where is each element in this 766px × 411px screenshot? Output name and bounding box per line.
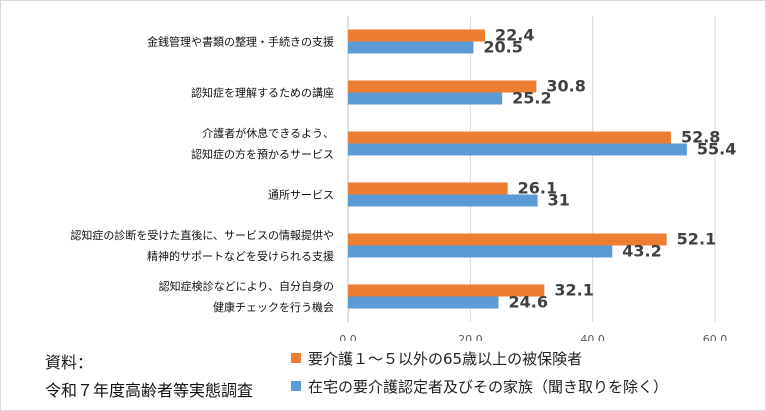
category-label-1-0: 認知症を理解するための講座 [191,86,334,100]
data-label-series-2-category-2: 25.2 [512,89,551,108]
data-label-series-1-category-4: 26.1 [518,179,557,198]
source-note: 資料： 令和７年度高齢者等実態調査 [45,349,305,405]
bar-series-1-category-6 [348,284,545,297]
category-label-3-0: 通所サービス [268,189,334,202]
data-label-series-2-category-6: 24.6 [508,293,547,312]
category-label-0-0: 金銭管理や書類の整理・手続きの支援 [147,35,334,49]
legend-label-series-2: 在宅の要介護認定者及びその家族（聞き取りを除く） [308,377,669,396]
x-tick-label-2: 40.0 [580,333,605,341]
source-label: 資料： [45,353,94,372]
data-label-series-1-category-5: 52.1 [677,230,716,249]
category-label-5-0: 認知症検診などにより、自分自身の [159,279,334,293]
bar-chart: 0.0 20.0 40.0 60.0 金銭管理や書類の整理・手続きの支援認知症を理解する… [70,16,736,341]
data-label-series-1-category-6: 32.1 [554,281,593,300]
chart-legend: 要介護１～５以外の65歳以上の被保険者 在宅の要介護認定者及びその家族（聞き取り… [291,344,761,400]
category-label-2-1: 認知症の方を預かるサービス [191,147,334,161]
category-label-2-0: 介護者が休息できるよう、 [202,126,334,140]
x-tick-label-0: 0.0 [339,333,357,341]
category-label-4-1: 精神的サポートなどを受けられる支援 [147,249,334,263]
bar-series-2-category-3 [348,143,687,156]
data-label-series-2-category-4: 31 [548,191,570,210]
data-label-series-1-category-2: 30.8 [546,77,585,96]
legend-item-series-1: 要介護１～５以外の65歳以上の被保険者 [291,344,761,372]
data-label-series-2-category-5: 43.2 [622,242,661,261]
bar-series-2-category-5 [348,245,613,258]
bar-series-1-category-4 [348,182,508,195]
category-label-4-0: 認知症の診断を受けた直後に、サービスの情報提供や [70,228,334,242]
bar-series-2-category-2 [348,92,503,105]
x-tick-label-3: 60.0 [703,333,728,341]
legend-item-series-2: 在宅の要介護認定者及びその家族（聞き取りを除く） [291,372,761,400]
bar-series-1-category-5 [348,233,667,246]
data-label-series-1-category-1: 22.4 [495,26,534,45]
bar-series-1-category-3 [348,131,671,144]
legend-label-series-1: 要介護１～５以外の65歳以上の被保険者 [308,349,583,368]
category-label-5-1: 健康チェックを行う機会 [213,300,334,314]
bar-series-2-category-1 [348,41,474,54]
data-label-series-1-category-3: 52.8 [681,128,720,147]
bar-series-1-category-2 [348,80,537,93]
bar-series-1-category-1 [348,29,486,42]
bar-series-2-category-4 [348,194,538,207]
x-tick-label-1: 20.0 [458,333,483,341]
data-label-series-2-category-1: 20.5 [483,38,522,57]
legend-swatch-series-2 [291,381,301,391]
legend-swatch-series-1 [291,353,301,363]
source-text: 令和７年度高齢者等実態調査 [45,381,254,400]
data-label-series-2-category-3: 55.4 [697,140,736,159]
bar-series-2-category-6 [348,296,499,309]
